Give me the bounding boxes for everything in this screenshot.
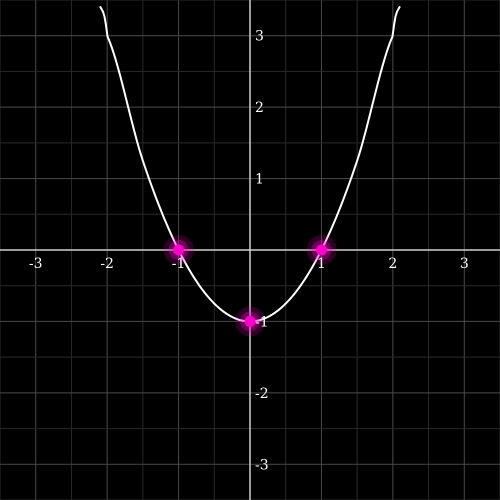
highlighted-point: [235, 306, 265, 337]
x-tick-label: -1: [172, 256, 186, 272]
point-marker: [315, 244, 327, 256]
highlighted-point: [163, 235, 194, 265]
point-marker: [244, 315, 256, 327]
y-tick-label: -3: [255, 457, 269, 473]
x-tick-label: 1: [317, 256, 326, 272]
x-tick-label: 2: [388, 256, 397, 272]
highlighted-point: [306, 235, 337, 265]
y-tick-label: -1: [255, 314, 269, 330]
x-tick-label: 3: [460, 256, 469, 272]
y-tick-label: 1: [255, 172, 264, 188]
tick-labels: -3 -2 -1 1 2 3 3 2 1 -1 -2 -3: [29, 29, 469, 474]
x-tick-label: -3: [29, 256, 43, 272]
x-tick-label: -2: [100, 256, 114, 272]
y-tick-label: 2: [255, 100, 264, 116]
points-layer: [163, 235, 337, 337]
y-tick-label: 3: [255, 29, 264, 45]
point-marker: [173, 244, 185, 256]
y-tick-label: -2: [255, 386, 269, 402]
